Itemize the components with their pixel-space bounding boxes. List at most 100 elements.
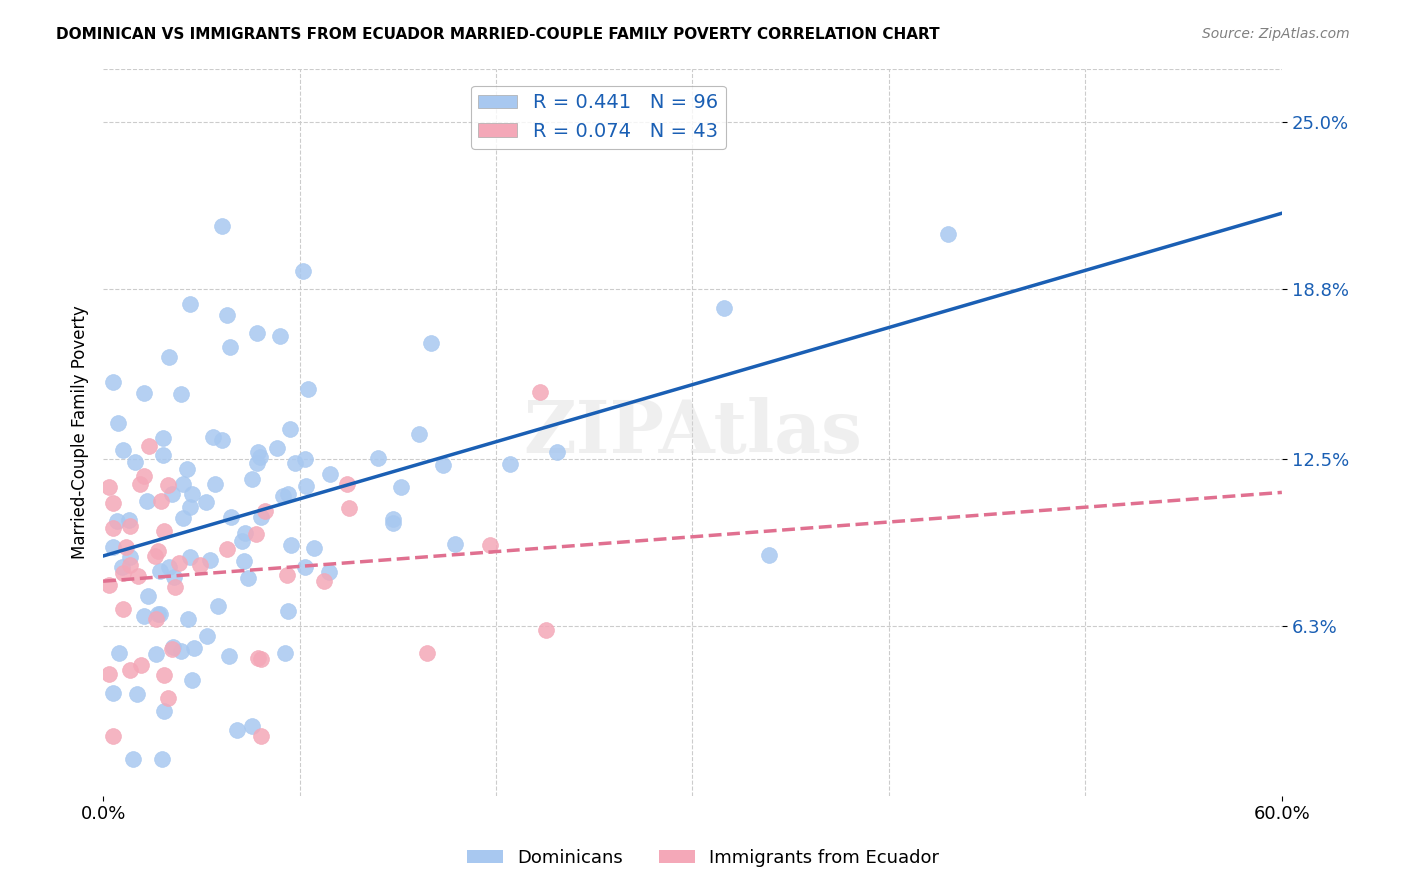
Point [122, 751, 145, 765]
Point [536, 624, 558, 638]
Point [101, 520, 124, 534]
Point [758, 548, 780, 562]
Point [105, 515, 128, 529]
Point [233, 554, 256, 568]
Point [98, 578, 121, 592]
Point [336, 476, 359, 491]
Point [107, 416, 129, 430]
Point [204, 476, 226, 491]
Point [170, 386, 193, 401]
Point [118, 558, 141, 572]
Point [314, 574, 336, 588]
Point [125, 687, 148, 701]
Text: ZIPAtlas: ZIPAtlas [523, 397, 862, 467]
Point [278, 422, 301, 436]
Point [250, 509, 273, 524]
Point [198, 553, 221, 567]
Point [149, 564, 172, 578]
Point [153, 668, 176, 682]
Point [150, 752, 173, 766]
Point [294, 451, 316, 466]
Point [546, 444, 568, 458]
Point [276, 568, 298, 582]
Point [215, 542, 238, 557]
Point [529, 384, 551, 399]
Point [284, 456, 307, 470]
Point [169, 556, 191, 570]
Point [169, 644, 191, 658]
Point [225, 723, 247, 738]
Point [419, 335, 441, 350]
Point [172, 476, 194, 491]
Point [179, 500, 201, 514]
Point [172, 511, 194, 525]
Point [127, 569, 149, 583]
Point [149, 494, 172, 508]
Point [98, 480, 121, 494]
Point [273, 647, 295, 661]
Point [163, 580, 186, 594]
Point [302, 541, 325, 556]
Point [499, 457, 522, 471]
Text: Source: ZipAtlas.com: Source: ZipAtlas.com [1202, 27, 1350, 41]
Point [120, 519, 142, 533]
Point [101, 729, 124, 743]
Point [297, 383, 319, 397]
Point [219, 340, 242, 354]
Point [277, 604, 299, 618]
Point [319, 467, 342, 481]
Point [238, 571, 260, 585]
Point [146, 607, 169, 621]
Point [188, 558, 211, 573]
Point [101, 376, 124, 390]
Point [153, 524, 176, 538]
Point [249, 729, 271, 743]
Point [247, 444, 270, 458]
Point [157, 478, 180, 492]
Point [207, 599, 229, 614]
Point [936, 227, 959, 242]
Point [152, 448, 174, 462]
Point [132, 385, 155, 400]
Point [98, 666, 121, 681]
Point [201, 430, 224, 444]
Point [156, 691, 179, 706]
Point [129, 657, 152, 672]
Point [180, 673, 202, 688]
Point [160, 642, 183, 657]
Point [112, 443, 135, 458]
Point [146, 543, 169, 558]
Point [211, 219, 233, 234]
Point [280, 538, 302, 552]
Point [246, 456, 269, 470]
Point [179, 297, 201, 311]
Y-axis label: Married-Couple Family Poverty: Married-Couple Family Poverty [72, 305, 89, 559]
Point [318, 565, 340, 579]
Point [249, 652, 271, 666]
Point [111, 560, 134, 574]
Point [101, 685, 124, 699]
Point [112, 566, 135, 581]
Point [218, 649, 240, 664]
Text: DOMINICAN VS IMMIGRANTS FROM ECUADOR MARRIED-COUPLE FAMILY POVERTY CORRELATION C: DOMINICAN VS IMMIGRANTS FROM ECUADOR MAR… [56, 27, 939, 42]
Point [145, 612, 167, 626]
Point [149, 607, 172, 622]
Point [183, 640, 205, 655]
Point [211, 433, 233, 447]
Point [254, 504, 277, 518]
Point [269, 329, 291, 343]
Point [101, 540, 124, 554]
Point [291, 264, 314, 278]
Legend: R = 0.441   N = 96, R = 0.074   N = 43: R = 0.441 N = 96, R = 0.074 N = 43 [471, 86, 725, 149]
Point [381, 516, 404, 531]
Point [219, 509, 242, 524]
Point [118, 664, 141, 678]
Point [138, 589, 160, 603]
Point [195, 629, 218, 643]
Point [108, 646, 131, 660]
Point [177, 612, 200, 626]
Point [231, 534, 253, 549]
Point [408, 427, 430, 442]
Point [713, 301, 735, 315]
Point [389, 480, 412, 494]
